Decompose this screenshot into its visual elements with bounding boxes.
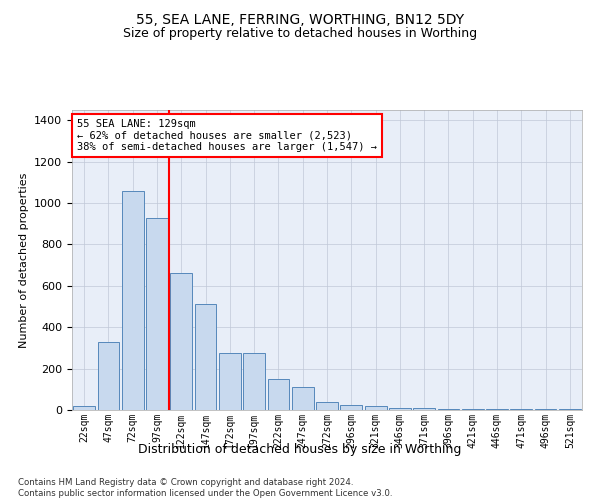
Bar [73,406,95,410]
Y-axis label: Number of detached properties: Number of detached properties [19,172,29,348]
Bar [365,406,386,410]
Bar [146,218,168,410]
Bar [194,304,217,410]
Bar [462,409,484,410]
Text: Size of property relative to detached houses in Worthing: Size of property relative to detached ho… [123,28,477,40]
Text: 55 SEA LANE: 129sqm
← 62% of detached houses are smaller (2,523)
38% of semi-det: 55 SEA LANE: 129sqm ← 62% of detached ho… [77,119,377,152]
Text: Distribution of detached houses by size in Worthing: Distribution of detached houses by size … [139,442,461,456]
Bar [389,408,411,410]
Text: Contains HM Land Registry data © Crown copyright and database right 2024.
Contai: Contains HM Land Registry data © Crown c… [18,478,392,498]
Bar [437,409,460,410]
Bar [413,408,435,410]
Bar [97,342,119,410]
Bar [292,387,314,410]
Bar [268,379,289,410]
Bar [122,190,143,410]
Bar [340,405,362,410]
Bar [243,353,265,410]
Bar [170,274,192,410]
Bar [316,402,338,410]
Bar [486,409,508,410]
Text: 55, SEA LANE, FERRING, WORTHING, BN12 5DY: 55, SEA LANE, FERRING, WORTHING, BN12 5D… [136,12,464,26]
Bar [219,353,241,410]
